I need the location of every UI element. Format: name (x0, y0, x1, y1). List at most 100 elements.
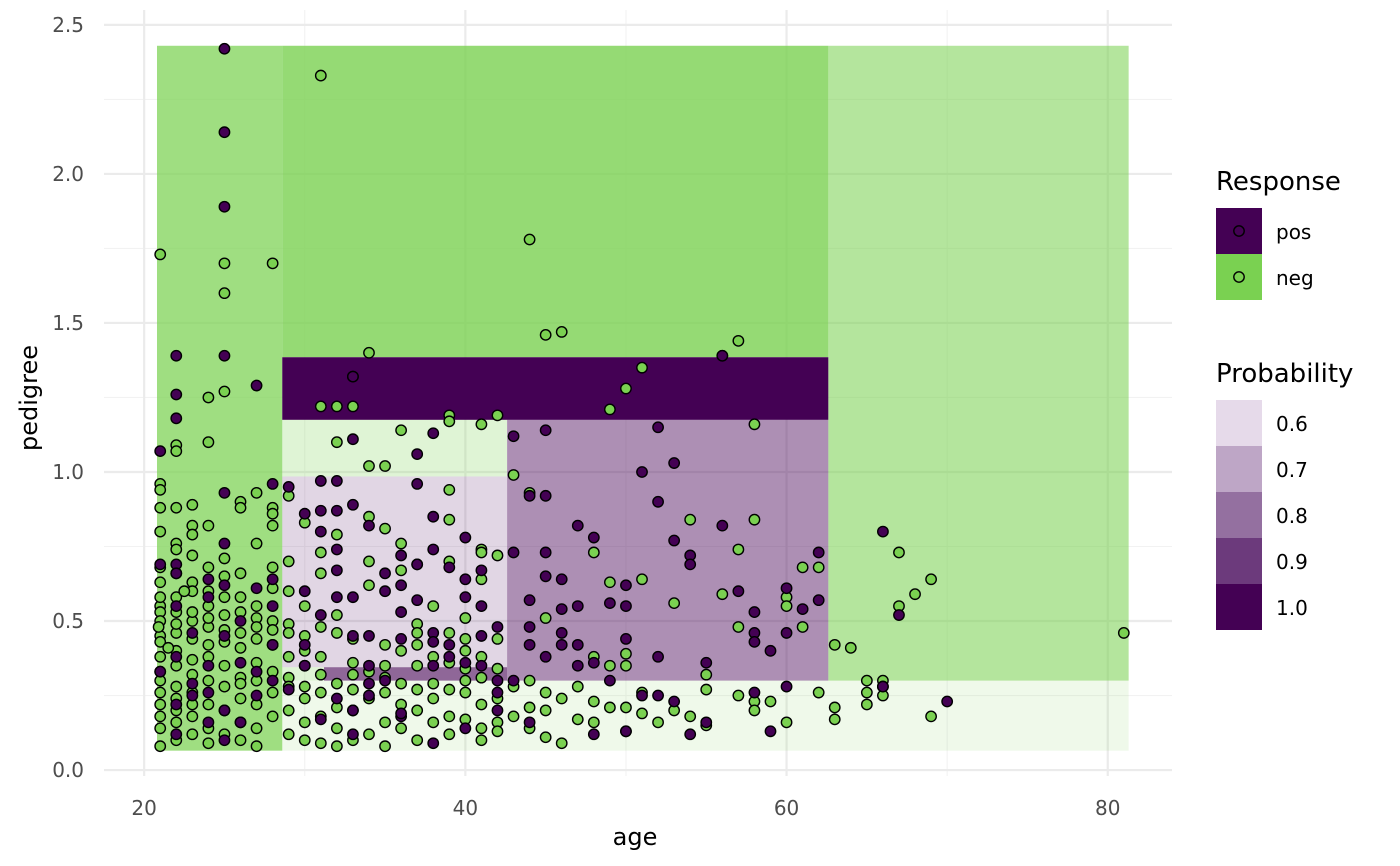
point-neg (395, 644, 408, 657)
point-neg (427, 692, 440, 705)
point-pos (379, 567, 391, 580)
point-neg (684, 513, 697, 526)
point-neg (202, 391, 215, 404)
point-pos (347, 498, 359, 511)
point-pos (330, 475, 343, 487)
point-pos (700, 716, 713, 729)
point-pos (202, 573, 215, 586)
point-pos (620, 725, 632, 738)
point-pos (539, 650, 552, 663)
point-pos (330, 692, 343, 705)
probability-label: 0.6 (1276, 412, 1308, 436)
point-neg (748, 418, 761, 431)
region-neg (828, 45, 1129, 681)
point-pos (218, 486, 231, 499)
point-pos (491, 674, 504, 687)
y-tick-label: 0.0 (52, 758, 84, 782)
point-neg (154, 650, 167, 663)
point-neg (427, 716, 440, 729)
point-pos (587, 656, 600, 669)
point-pos (491, 704, 504, 717)
point-neg (154, 740, 167, 753)
point-neg (860, 686, 873, 699)
point-neg (186, 498, 199, 511)
point-pos (266, 674, 279, 687)
point-pos (330, 591, 343, 604)
response-key-point (1233, 225, 1245, 237)
point-pos (266, 638, 279, 651)
point-neg (218, 385, 231, 398)
point-neg (282, 627, 295, 639)
point-neg (170, 618, 183, 630)
point-pos (234, 656, 247, 669)
point-pos (363, 659, 375, 672)
point-neg (620, 647, 632, 660)
point-neg (154, 686, 167, 699)
point-neg (154, 248, 167, 261)
point-neg (459, 644, 472, 657)
point-neg (443, 513, 456, 526)
point-neg (282, 585, 295, 598)
point-neg (218, 552, 231, 565)
point-pos (443, 638, 456, 651)
point-neg (266, 257, 279, 270)
point-neg (186, 728, 199, 741)
point-neg (668, 597, 681, 610)
point-pos (266, 573, 279, 586)
point-neg (700, 683, 713, 696)
point-pos (539, 570, 552, 583)
probability-legend-title: Probability (1216, 359, 1353, 389)
point-neg (330, 400, 343, 413)
point-neg (411, 659, 424, 672)
point-neg (234, 641, 247, 654)
y-tick-label: 2.5 (52, 13, 84, 37)
point-neg (266, 710, 279, 723)
point-neg (186, 710, 199, 723)
point-neg (363, 579, 375, 592)
point-pos (427, 543, 440, 556)
point-neg (234, 501, 247, 514)
probability-label: 0.8 (1276, 504, 1308, 528)
point-neg (298, 716, 311, 729)
point-pos (427, 635, 440, 648)
point-neg (250, 722, 263, 735)
point-pos (652, 650, 664, 663)
point-neg (154, 722, 167, 735)
point-neg (909, 588, 921, 601)
point-pos (523, 594, 536, 607)
point-pos (636, 689, 648, 702)
point-pos (218, 579, 231, 592)
point-pos (234, 716, 247, 729)
x-axis-title: age (613, 823, 658, 851)
y-tick-label: 0.5 (52, 609, 84, 633)
point-neg (314, 737, 327, 750)
point-pos (347, 433, 359, 446)
point-neg (748, 513, 761, 526)
point-neg (587, 716, 600, 729)
point-pos (170, 600, 183, 613)
point-pos (186, 627, 199, 639)
point-neg (186, 528, 199, 541)
point-pos (507, 546, 520, 559)
point-pos (298, 585, 311, 598)
point-pos (523, 716, 536, 729)
point-pos (475, 659, 488, 672)
point-neg (314, 621, 327, 633)
point-neg (459, 686, 472, 699)
point-neg (202, 638, 215, 651)
point-pos (202, 591, 215, 604)
point-neg (828, 701, 841, 714)
point-neg (186, 549, 199, 562)
point-neg (475, 722, 488, 735)
point-pos (684, 558, 697, 571)
point-pos (234, 615, 247, 627)
point-neg (202, 561, 215, 574)
point-neg (780, 600, 793, 613)
point-neg (684, 710, 697, 723)
point-pos (716, 349, 729, 362)
point-neg (475, 418, 488, 431)
point-pos (298, 638, 311, 651)
point-neg (411, 627, 424, 639)
point-neg (620, 382, 632, 395)
region-pos (507, 419, 829, 681)
